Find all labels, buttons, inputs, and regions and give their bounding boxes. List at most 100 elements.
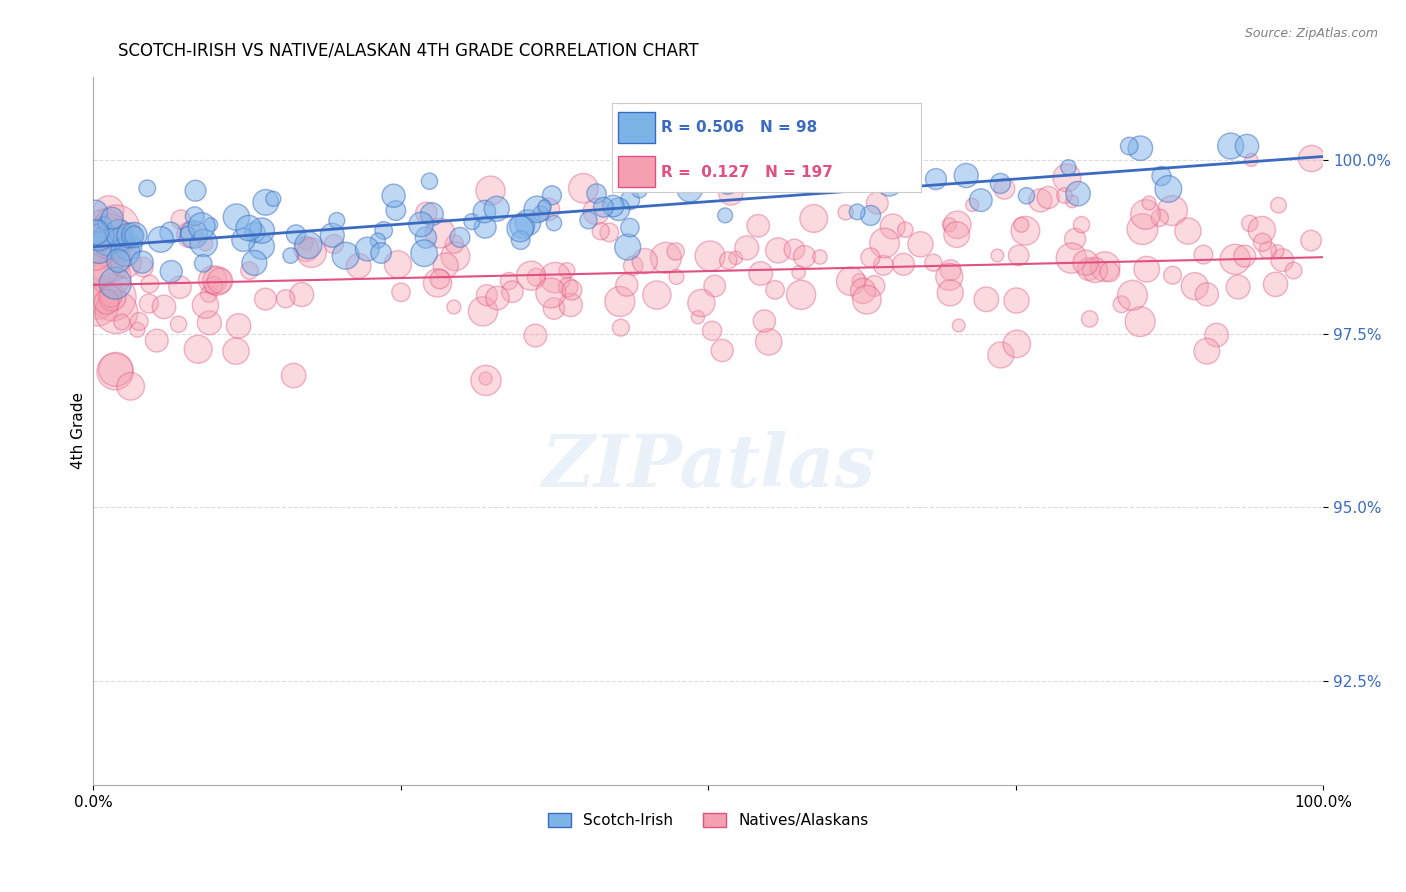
Natives/Alaskans [690, 296, 713, 310]
Natives/Alaskans [1010, 218, 1032, 232]
Natives/Alaskans [1078, 312, 1101, 326]
Natives/Alaskans [128, 314, 150, 328]
Natives/Alaskans [1161, 268, 1184, 283]
Natives/Alaskans [100, 269, 122, 284]
Natives/Alaskans [120, 379, 142, 393]
Scotch-Irish [509, 221, 531, 235]
Text: Source: ZipAtlas.com: Source: ZipAtlas.com [1244, 27, 1378, 40]
Natives/Alaskans [167, 317, 190, 331]
Scotch-Irish [855, 168, 877, 182]
Natives/Alaskans [720, 186, 742, 200]
Natives/Alaskans [98, 229, 121, 244]
Natives/Alaskans [1265, 244, 1288, 259]
Natives/Alaskans [145, 334, 167, 348]
Natives/Alaskans [1205, 328, 1227, 343]
Scotch-Irish [1067, 186, 1090, 201]
Natives/Alaskans [1267, 198, 1289, 212]
Natives/Alaskans [295, 242, 318, 256]
Natives/Alaskans [475, 288, 498, 302]
Scotch-Irish [117, 240, 139, 254]
Scotch-Irish [326, 213, 349, 227]
Natives/Alaskans [225, 344, 247, 359]
Natives/Alaskans [700, 324, 723, 338]
Natives/Alaskans [1129, 315, 1152, 329]
Natives/Alaskans [524, 270, 547, 285]
Scotch-Irish [225, 210, 247, 224]
Natives/Alaskans [472, 304, 495, 318]
Natives/Alaskans [520, 268, 543, 283]
Natives/Alaskans [754, 314, 776, 328]
Scotch-Irish [370, 246, 392, 260]
Scotch-Irish [93, 217, 115, 231]
Scotch-Irish [418, 174, 440, 188]
Natives/Alaskans [198, 316, 221, 330]
Natives/Alaskans [1074, 256, 1097, 270]
Natives/Alaskans [283, 368, 305, 383]
Natives/Alaskans [993, 182, 1015, 196]
Natives/Alaskans [1271, 253, 1294, 268]
Natives/Alaskans [1250, 223, 1272, 237]
Scotch-Irish [262, 192, 284, 206]
Natives/Alaskans [939, 263, 962, 277]
Natives/Alaskans [1264, 277, 1286, 292]
Scotch-Irish [526, 202, 548, 217]
Scotch-Irish [101, 211, 124, 226]
Scotch-Irish [122, 228, 145, 243]
Scotch-Irish [335, 249, 357, 263]
Scotch-Irish [250, 239, 273, 253]
Natives/Alaskans [1240, 153, 1263, 167]
Scotch-Irish [250, 224, 273, 238]
Natives/Alaskans [1038, 190, 1060, 204]
Natives/Alaskans [104, 365, 127, 379]
Scotch-Irish [84, 205, 107, 219]
Natives/Alaskans [89, 254, 111, 268]
Natives/Alaskans [101, 290, 124, 304]
Natives/Alaskans [589, 224, 612, 238]
Scotch-Irish [84, 225, 107, 239]
Natives/Alaskans [808, 250, 831, 264]
Natives/Alaskans [735, 241, 758, 255]
Scotch-Irish [925, 172, 948, 186]
Natives/Alaskans [856, 293, 879, 307]
Natives/Alaskans [1094, 260, 1116, 274]
Scotch-Irish [485, 202, 508, 216]
Natives/Alaskans [1301, 152, 1323, 166]
Scotch-Irish [160, 264, 183, 278]
Natives/Alaskans [960, 198, 983, 212]
Natives/Alaskans [948, 318, 970, 333]
Scotch-Irish [382, 188, 405, 202]
Natives/Alaskans [938, 218, 960, 232]
Natives/Alaskans [717, 253, 740, 268]
Natives/Alaskans [444, 249, 467, 263]
Natives/Alaskans [1239, 216, 1261, 230]
Scotch-Irish [183, 227, 205, 242]
Scotch-Irish [420, 207, 443, 221]
Natives/Alaskans [83, 242, 105, 256]
Natives/Alaskans [946, 218, 969, 232]
Scotch-Irish [114, 244, 136, 259]
Natives/Alaskans [537, 202, 560, 217]
Scotch-Irish [533, 200, 555, 214]
Scotch-Irish [87, 228, 110, 243]
Natives/Alaskans [872, 259, 894, 273]
Natives/Alaskans [1192, 247, 1215, 261]
Natives/Alaskans [893, 257, 915, 271]
Natives/Alaskans [111, 315, 134, 329]
Natives/Alaskans [747, 219, 769, 233]
Natives/Alaskans [194, 236, 217, 251]
Natives/Alaskans [323, 237, 346, 252]
Natives/Alaskans [426, 276, 449, 290]
Natives/Alaskans [434, 259, 457, 273]
Natives/Alaskans [501, 285, 523, 299]
Natives/Alaskans [703, 279, 725, 293]
Natives/Alaskans [763, 283, 786, 297]
Natives/Alaskans [724, 251, 747, 265]
Natives/Alaskans [87, 296, 110, 310]
Scotch-Irish [297, 238, 319, 252]
Natives/Alaskans [1299, 234, 1322, 248]
Scotch-Irish [183, 209, 205, 223]
Natives/Alaskans [1195, 287, 1218, 301]
Scotch-Irish [193, 256, 215, 270]
Natives/Alaskans [1014, 224, 1036, 238]
Natives/Alaskans [938, 269, 960, 284]
